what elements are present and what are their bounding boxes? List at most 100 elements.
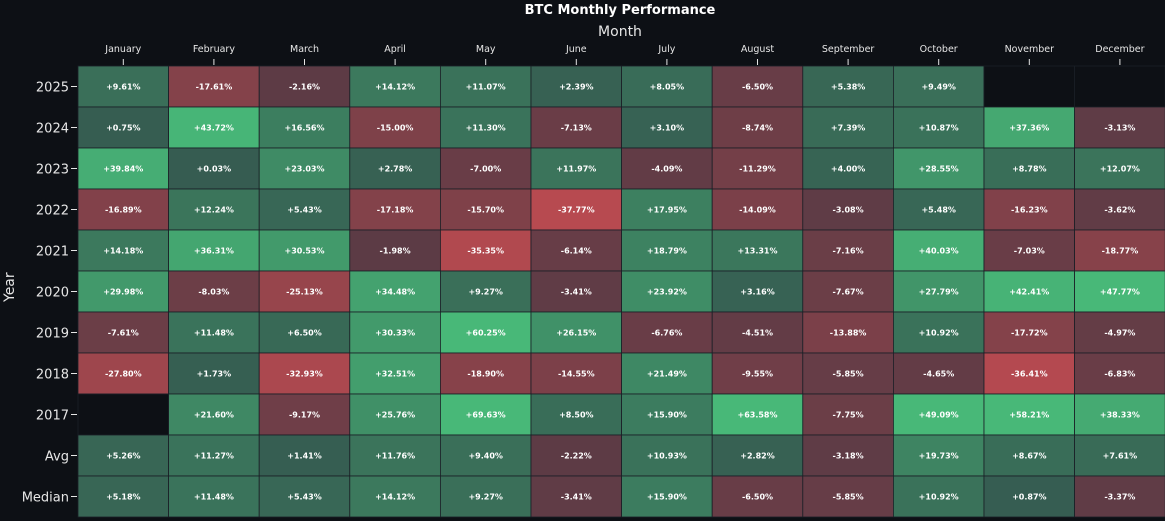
cell-value-label: -17.72% (1011, 329, 1048, 338)
cell-value-label: -5.85% (833, 370, 864, 379)
month-label-november: November (1005, 44, 1055, 55)
heatmap-cell-2024-december (1074, 106, 1165, 149)
cell-value-label: +10.93% (647, 452, 687, 461)
cell-value-label: -4.51% (742, 329, 773, 338)
cell-value-label: -7.16% (833, 247, 864, 256)
cell-value-label: +9.27% (468, 493, 502, 502)
cell-value-label: +8.50% (559, 411, 593, 420)
cell-value-label: +2.82% (740, 452, 774, 461)
cell-value-label: -4.65% (923, 370, 954, 379)
chart-title: BTC Monthly Performance (524, 3, 716, 18)
cell-value-label: +38.33% (1100, 411, 1140, 420)
heatmap-cell-2020-july (621, 270, 713, 313)
cell-value-label: +11.07% (466, 83, 506, 92)
heatmap-cell-2017-march (258, 393, 351, 436)
cell-value-label: -4.09% (651, 165, 682, 174)
heatmap-cell-median-september (802, 475, 894, 518)
heatmap-cell-2019-april (349, 311, 441, 354)
cell-value-label: +10.92% (919, 329, 959, 338)
heatmap-cell-2022-march (258, 188, 351, 231)
heatmap-cell-2022-october (893, 188, 985, 231)
month-label-february: February (193, 44, 235, 55)
cell-value-label: +9.27% (468, 288, 502, 297)
heatmap-cell-2025-november (983, 65, 1075, 108)
cell-value-label: -18.77% (1102, 247, 1139, 256)
cell-value-label: +5.43% (287, 206, 321, 215)
cell-value-label: -6.83% (1104, 370, 1135, 379)
heatmap-cell-2024-june (530, 106, 622, 149)
cell-value-label: +9.40% (468, 452, 502, 461)
heatmap-cell-2017-december (1074, 393, 1165, 436)
cell-value-label: +34.48% (375, 288, 415, 297)
cell-value-label: -7.61% (108, 329, 139, 338)
heatmap-cell-2018-october (893, 352, 985, 395)
month-label-june: June (565, 44, 587, 55)
heatmap-cell-avg-september (802, 434, 894, 477)
heatmap-cell-2021-june (530, 229, 622, 272)
cell-value-label: +1.73% (197, 370, 231, 379)
heatmap-cell-2025-december (1074, 65, 1165, 108)
cell-value-label: +16.56% (284, 124, 324, 133)
cell-value-label: +1.41% (287, 452, 321, 461)
month-label-april: April (384, 44, 406, 55)
heatmap-cell-2024-november (983, 106, 1075, 149)
heatmap-cell-avg-february (168, 434, 260, 477)
heatmap-cell-avg-march (258, 434, 351, 477)
cell-value-label: +26.15% (556, 329, 596, 338)
cell-value-label: -1.98% (380, 247, 411, 256)
heatmap-cell-2018-august (711, 352, 804, 395)
heatmap-cell-median-june (530, 475, 622, 518)
cell-value-label: -6.50% (742, 493, 773, 502)
heatmap-cell-2021-december (1074, 229, 1165, 272)
row-label-2020: 2020 (36, 286, 69, 301)
cell-value-label: -7.13% (561, 124, 592, 133)
heatmap-cell-2020-april (349, 270, 441, 313)
cell-value-label: -3.13% (1104, 124, 1135, 133)
cell-value-label: +5.48% (921, 206, 955, 215)
heatmap-cell-2019-october (893, 311, 985, 354)
heatmap-cell-2023-december (1074, 147, 1165, 190)
heatmap-cell-2025-august (711, 65, 804, 108)
cell-value-label: +69.63% (466, 411, 506, 420)
heatmap-cell-2024-march (258, 106, 351, 149)
heatmap-cell-2024-august (711, 106, 804, 149)
cell-value-label: +47.77% (1100, 288, 1140, 297)
row-label-2022: 2022 (36, 204, 69, 219)
cell-value-label: +9.61% (106, 83, 140, 92)
heatmap-cell-avg-april (349, 434, 441, 477)
month-label-september: September (822, 44, 875, 55)
heatmap-cell-median-november (983, 475, 1075, 518)
cell-value-label: -7.00% (470, 165, 501, 174)
heatmap-cell-avg-july (621, 434, 713, 477)
cell-value-label: -32.93% (286, 370, 323, 379)
heatmap-cell-2017-august (711, 393, 804, 436)
heatmap-cell-2020-september (802, 270, 894, 313)
cell-value-label: +11.27% (194, 452, 234, 461)
cell-value-label: +10.87% (919, 124, 959, 133)
cell-value-label: +23.92% (647, 288, 687, 297)
cell-value-label: +7.39% (831, 124, 865, 133)
cell-value-label: -13.88% (830, 329, 867, 338)
heatmap-cell-2024-july (621, 106, 713, 149)
cell-value-label: +58.21% (1009, 411, 1049, 420)
heatmap-cell-avg-january (77, 434, 169, 477)
cell-value-label: +30.33% (375, 329, 415, 338)
cell-value-label: +17.95% (647, 206, 687, 215)
heatmap-cell-2025-september (802, 65, 894, 108)
cell-value-label: +11.76% (375, 452, 415, 461)
heatmap-cell-2024-september (802, 106, 894, 149)
heatmap-cell-2018-march (258, 352, 351, 395)
cell-value-label: -2.22% (561, 452, 592, 461)
heatmap-cell-2020-june (530, 270, 622, 313)
cell-value-label: -15.00% (377, 124, 414, 133)
cell-value-label: +10.92% (919, 493, 959, 502)
heatmap-cell-2023-january (77, 147, 169, 190)
cell-value-label: +5.26% (106, 452, 140, 461)
heatmap-cell-2022-april (349, 188, 441, 231)
cell-value-label: -2.16% (289, 83, 320, 92)
heatmap-cell-2021-september (802, 229, 894, 272)
cell-value-label: -9.17% (289, 411, 320, 420)
heatmap-cell-2024-february (168, 106, 260, 149)
heatmap-cell-median-july (621, 475, 713, 518)
heatmap-cell-2023-september (802, 147, 894, 190)
